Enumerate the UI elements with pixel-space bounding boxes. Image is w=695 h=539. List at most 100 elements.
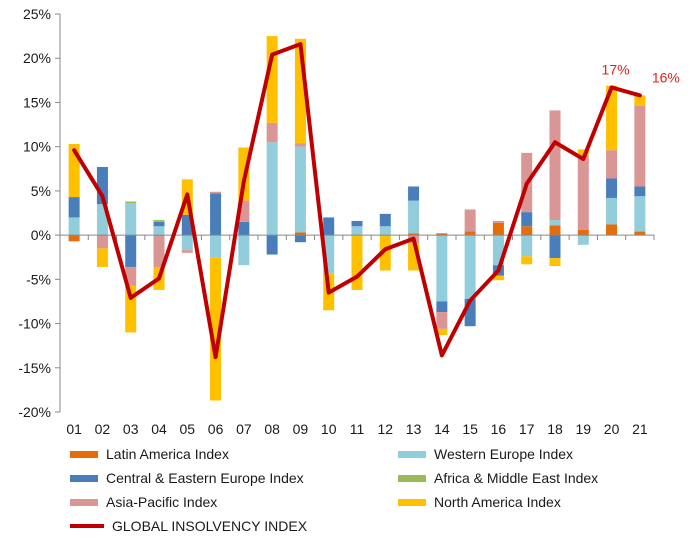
bar-02-series-5	[96, 248, 108, 267]
x-tick-label: 03	[123, 421, 139, 437]
x-tick-label: 10	[321, 421, 337, 437]
x-tick-label: 15	[462, 421, 478, 437]
bar-20-series-1	[606, 197, 618, 225]
bar-01-series-2	[68, 197, 80, 218]
bar-08-series-5	[266, 36, 278, 123]
bar-09-series-4	[294, 143, 306, 147]
x-tick-label: 20	[604, 421, 620, 437]
x-tick-label: 05	[179, 421, 195, 437]
x-tick-label: 06	[208, 421, 224, 437]
x-tick-label: 18	[547, 421, 563, 437]
bar-21-series-2	[634, 186, 646, 197]
x-tick-label: 07	[236, 421, 252, 437]
bar-10-series-2	[323, 217, 335, 236]
bar-21-series-5	[634, 95, 646, 106]
legend-swatch-north-america	[398, 498, 426, 506]
x-tick-label: 17	[519, 421, 535, 437]
bar-03-series-1	[125, 203, 137, 236]
y-tick-label: -5%	[26, 271, 51, 287]
bar-08-series-1	[266, 142, 278, 236]
bar-20-series-2	[606, 178, 618, 198]
bar-19-series-5	[577, 149, 589, 155]
bar-04-series-4	[153, 235, 165, 267]
annotation-label: 17%	[602, 61, 630, 77]
bar-14-series-4	[436, 312, 448, 329]
bar-18-series-2	[549, 235, 561, 259]
x-tick-label: 04	[151, 421, 167, 437]
bar-layer	[68, 36, 646, 401]
legend-label-asia-pacific: Asia-Pacific Index	[106, 494, 218, 510]
bar-09-series-0	[294, 232, 306, 236]
legend-label-latin-america: Latin America Index	[106, 446, 229, 462]
legend-label-central-eastern-europe: Central & Eastern Europe Index	[106, 470, 304, 486]
bar-12-series-1	[379, 226, 391, 236]
legend-swatch-asia-pacific	[70, 498, 98, 506]
y-tick-label: 5%	[31, 183, 51, 199]
bar-01-series-0	[68, 235, 80, 242]
legend-swatch-central-eastern-europe	[70, 474, 98, 482]
bar-21-series-0	[634, 231, 646, 236]
legend-item-africa-middle-east: Africa & Middle East Index	[398, 470, 598, 486]
x-tick-label: 08	[264, 421, 280, 437]
bar-18-series-1	[549, 220, 561, 226]
bar-21-series-4	[634, 105, 646, 187]
y-tick-label: -10%	[18, 316, 51, 332]
x-tick-label: 02	[95, 421, 111, 437]
bar-12-series-2	[379, 213, 391, 227]
legend-item-central-eastern-europe: Central & Eastern Europe Index	[70, 470, 304, 486]
bar-02-series-4	[96, 235, 108, 249]
bar-15-series-0	[464, 231, 476, 236]
bar-16-series-1	[492, 235, 504, 266]
label-layer: 17% 16%	[602, 61, 680, 85]
legend-label-north-america: North America Index	[434, 494, 561, 510]
bar-09-series-5	[294, 38, 306, 144]
x-tick-label: 14	[434, 421, 450, 437]
bar-17-series-0	[521, 226, 533, 236]
chart-plot: 25% 20% 15% 10% 5% 0% -5% -10% -15% -20% 01 02 03 04 0…	[18, 6, 680, 437]
legend-item-asia-pacific: Asia-Pacific Index	[70, 494, 217, 510]
legend-swatch-africa-middle-east	[398, 474, 426, 482]
legend-label-africa-middle-east: Africa & Middle East Index	[434, 470, 599, 486]
x-tick-label: 11	[350, 421, 365, 437]
bar-17-series-2	[521, 212, 533, 227]
bar-02-series-2	[96, 167, 108, 205]
bar-17-series-1	[521, 235, 533, 257]
x-tick-label: 21	[632, 421, 648, 437]
legend-label-global-index: GLOBAL INSOLVENCY INDEX	[112, 518, 308, 534]
y-tick-label: 0%	[31, 227, 51, 243]
legend-line-global-index	[70, 524, 104, 528]
y-tick-label: -20%	[18, 404, 51, 420]
bar-07-series-4	[238, 200, 250, 222]
bar-03-series-4	[125, 266, 137, 286]
bar-05-series-4	[181, 250, 193, 253]
bar-14-series-1	[436, 235, 448, 302]
bar-20-series-5	[606, 85, 618, 151]
bar-13-series-2	[408, 186, 420, 201]
bar-04-series-3	[153, 220, 165, 222]
bar-13-series-5	[408, 243, 420, 271]
bar-13-series-0	[408, 233, 420, 236]
bar-10-series-1	[323, 235, 335, 274]
axes-layer: 25% 20% 15% 10% 5% 0% -5% -10% -15% -20% 01 02 03 04 0…	[18, 6, 655, 437]
bar-08-series-4	[266, 122, 278, 143]
bar-05-series-2	[181, 214, 193, 236]
annotation-label: 16%	[652, 69, 680, 85]
bar-20-series-4	[606, 150, 618, 179]
bar-18-series-0	[549, 225, 561, 236]
bar-01-series-1	[68, 217, 80, 236]
x-tick-label: 19	[575, 421, 591, 437]
bar-06-series-2	[210, 193, 222, 236]
bar-20-series-0	[606, 224, 618, 236]
bar-15-series-4	[464, 209, 476, 232]
y-tick-label: 15%	[23, 94, 51, 110]
y-tick-label: -15%	[18, 360, 51, 376]
legend: Latin America Index Western Europe Index…	[0, 444, 695, 539]
legend-item-western-europe: Western Europe Index	[398, 446, 573, 462]
bar-01-series-5	[68, 144, 80, 198]
legend-swatch-western-europe	[398, 450, 426, 458]
bar-12-series-5	[379, 235, 391, 271]
legend-item-latin-america: Latin America Index	[70, 446, 229, 462]
x-tick-label: 09	[293, 421, 309, 437]
bar-09-series-1	[294, 146, 306, 233]
bar-17-series-5	[521, 256, 533, 265]
